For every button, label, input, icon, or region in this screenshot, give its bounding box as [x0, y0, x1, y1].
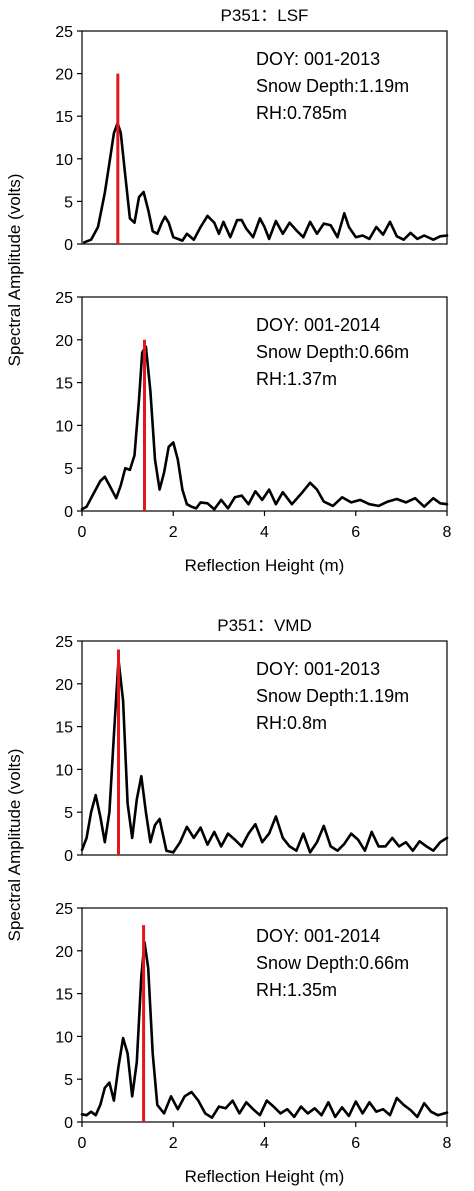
- annotation-line: DOY: 001-2013: [256, 659, 380, 679]
- panel-1: 0 5 10 15 20 25 P351：LSF DOY: 001-2013 Snow Dept…: [55, 6, 449, 254]
- y-tick-label: 0: [64, 504, 73, 521]
- panel-3: 0 5 10 15 20 25 P351：VMD DOY: 001-2013 Snow Dept…: [55, 616, 449, 865]
- y-tick-label: 20: [55, 944, 73, 961]
- y-tick-label: 0: [64, 237, 73, 254]
- y-tick-label: 20: [55, 677, 73, 694]
- x-axis-label: Reflection Height (m): [185, 556, 345, 575]
- y-tick-label: 25: [55, 24, 73, 41]
- y-tick-label: 5: [64, 805, 73, 822]
- annotation-line: RH:0.8m: [256, 713, 327, 733]
- annotation-line: Snow Depth:0.66m: [256, 342, 409, 362]
- panel-4: 0 5 10 15 20 25 0 2 4 6 8 Reflection Height (m) DOY:…: [55, 901, 451, 1186]
- x-tick-label: 8: [443, 1135, 452, 1152]
- y-tick-label: 10: [55, 762, 73, 779]
- y-tick-label: 5: [64, 461, 73, 478]
- y-tick-label: 10: [55, 1029, 73, 1046]
- plot-frame: [81, 30, 448, 245]
- series-line: [80, 658, 449, 854]
- y-tick-label: 25: [55, 901, 73, 918]
- annotation-line: Snow Depth:0.66m: [256, 953, 409, 973]
- x-tick-label: 4: [260, 524, 269, 541]
- plot-frame: [81, 640, 448, 856]
- annotation-line: DOY: 001-2014: [256, 315, 380, 335]
- annotation-line: RH:1.35m: [256, 980, 337, 1000]
- annotation-line: Snow Depth:1.19m: [256, 76, 409, 96]
- x-tick-label: 0: [78, 1135, 87, 1152]
- series-line: [80, 940, 449, 1119]
- y-tick-label: 20: [55, 333, 73, 350]
- y-tick-label: 5: [64, 194, 73, 211]
- annotation-line: DOY: 001-2014: [256, 926, 380, 946]
- y-axis-label-top: Spectral Amplitude (volts): [5, 174, 24, 367]
- x-tick-label: 4: [260, 1135, 269, 1152]
- y-axis-label-bottom: Spectral Amplitude (volts): [5, 749, 24, 942]
- series-line: [80, 345, 449, 511]
- x-tick-label: 8: [443, 524, 452, 541]
- x-tick-label: 2: [169, 524, 178, 541]
- y-tick-label: 25: [55, 634, 73, 651]
- annotation-line: RH:0.785m: [256, 103, 347, 123]
- x-axis-label: Reflection Height (m): [185, 1167, 345, 1186]
- y-tick-label: 15: [55, 720, 73, 737]
- y-tick-label: 15: [55, 376, 73, 393]
- annotation-line: DOY: 001-2013: [256, 49, 380, 69]
- x-tick-label: 0: [78, 524, 87, 541]
- annotation-line: Snow Depth:1.19m: [256, 686, 409, 706]
- x-tick-label: 2: [169, 1135, 178, 1152]
- y-tick-label: 25: [55, 290, 73, 307]
- panel-2: 0 5 10 15 20 25 0 2 4 6 8 Reflection Height (m) DOY:…: [55, 290, 451, 575]
- y-tick-label: 15: [55, 109, 73, 126]
- y-tick-label: 0: [64, 848, 73, 865]
- chart-title: P351：VMD: [217, 616, 311, 635]
- y-tick-label: 15: [55, 987, 73, 1004]
- y-tick-label: 5: [64, 1072, 73, 1089]
- series-line: [83, 121, 449, 244]
- y-tick-label: 10: [55, 418, 73, 435]
- annotation-line: RH:1.37m: [256, 369, 337, 389]
- y-tick-label: 0: [64, 1115, 73, 1132]
- y-tick-label: 10: [55, 152, 73, 169]
- chart-title: P351：LSF: [221, 6, 309, 25]
- x-tick-label: 6: [351, 524, 360, 541]
- x-tick-label: 6: [351, 1135, 360, 1152]
- y-tick-label: 20: [55, 67, 73, 84]
